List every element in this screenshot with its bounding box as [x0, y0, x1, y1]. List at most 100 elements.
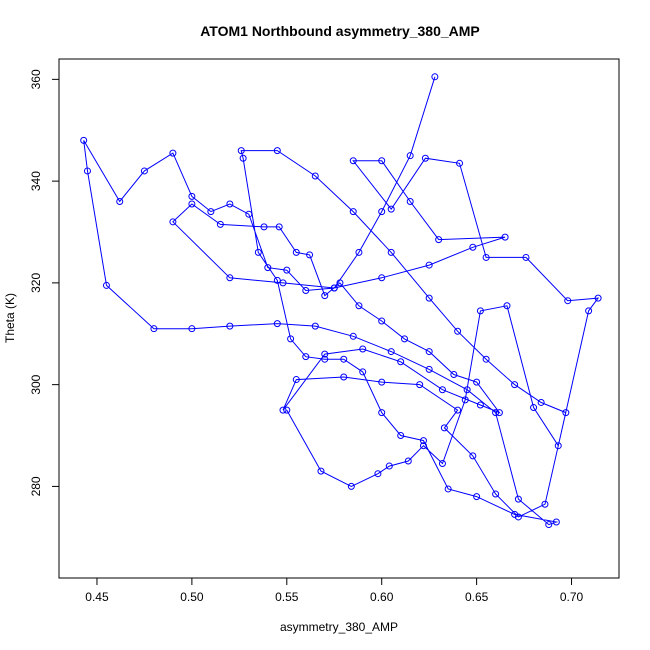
- data-point: [469, 243, 477, 251]
- x-tick-label: 0.70: [560, 590, 584, 604]
- data-point: [207, 208, 215, 216]
- data-point: [347, 482, 355, 490]
- data-point: [438, 386, 446, 394]
- y-tick-label: 280: [29, 476, 43, 496]
- data-point: [340, 373, 348, 381]
- data-point: [387, 348, 395, 356]
- data-point: [321, 355, 329, 363]
- data-point: [254, 248, 262, 256]
- data-point: [537, 398, 545, 406]
- data-point: [541, 500, 549, 508]
- data-point: [330, 284, 338, 292]
- data-point: [406, 152, 414, 160]
- data-point: [514, 513, 522, 521]
- data-point: [492, 409, 500, 417]
- data-point: [116, 197, 124, 205]
- data-point: [503, 302, 511, 310]
- data-point: [273, 276, 281, 284]
- data-point: [564, 297, 572, 305]
- data-point: [425, 261, 433, 269]
- data-point: [355, 302, 363, 310]
- data-point: [349, 157, 357, 165]
- x-axis: 0.45 0.50 0.55 0.60 0.65 0.70: [85, 577, 584, 604]
- data-point: [562, 409, 570, 417]
- data-point: [440, 424, 448, 432]
- data-point: [482, 253, 490, 261]
- data-point: [275, 223, 283, 231]
- data-point: [514, 495, 522, 503]
- data-point: [552, 518, 560, 526]
- data-point: [385, 462, 393, 470]
- data-point: [321, 292, 329, 300]
- data-point: [400, 335, 408, 343]
- data-point: [336, 279, 344, 287]
- x-axis-label: asymmetry_380_AMP: [280, 620, 398, 634]
- data-point: [374, 470, 382, 478]
- data-point: [188, 192, 196, 200]
- data-point: [150, 325, 158, 333]
- data-point: [522, 253, 530, 261]
- data-point: [287, 335, 295, 343]
- data-point: [444, 485, 452, 493]
- data-point: [283, 406, 291, 414]
- data-point: [340, 355, 348, 363]
- data-point: [283, 266, 291, 274]
- series-layer: [80, 73, 602, 529]
- data-point: [492, 490, 500, 498]
- data-point: [292, 248, 300, 256]
- data-point: [406, 197, 414, 205]
- data-point: [302, 353, 310, 361]
- data-point: [237, 147, 245, 155]
- x-tick-label: 0.65: [465, 590, 489, 604]
- data-point: [404, 457, 412, 465]
- data-point: [495, 409, 503, 417]
- x-tick-label: 0.50: [180, 590, 204, 604]
- data-point: [378, 409, 386, 417]
- data-point: [463, 386, 471, 394]
- y-tick-label: 340: [29, 171, 43, 191]
- data-point: [359, 368, 367, 376]
- data-point: [450, 370, 458, 378]
- x-tick-label: 0.55: [275, 590, 299, 604]
- y-tick-label: 320: [29, 273, 43, 293]
- data-point: [169, 218, 177, 226]
- data-point: [419, 442, 427, 450]
- data-point: [188, 200, 196, 208]
- x-tick-label: 0.60: [370, 590, 394, 604]
- data-point: [425, 365, 433, 373]
- y-axis: 280 300 320 340 360: [29, 69, 60, 496]
- data-point: [273, 147, 281, 155]
- data-point: [425, 294, 433, 302]
- chart-title: ATOM1 Northbound asymmetry_380_AMP: [200, 23, 480, 39]
- data-point: [476, 401, 484, 409]
- data-point: [279, 406, 287, 414]
- data-point: [349, 332, 357, 340]
- data-point: [473, 378, 481, 386]
- data-point: [239, 154, 247, 162]
- data-point: [349, 208, 357, 216]
- data-point: [511, 381, 519, 389]
- data-point: [302, 287, 310, 295]
- data-point: [292, 376, 300, 384]
- data-point: [311, 322, 319, 330]
- data-point: [140, 167, 148, 175]
- data-point: [80, 136, 88, 144]
- data-point: [435, 236, 443, 244]
- data-point: [279, 279, 287, 287]
- data-point: [83, 167, 91, 175]
- y-axis-label: Theta (K): [3, 293, 17, 343]
- data-point: [226, 322, 234, 330]
- data-point: [378, 378, 386, 386]
- data-point: [482, 355, 490, 363]
- data-point: [245, 210, 253, 218]
- data-point: [419, 437, 427, 445]
- data-point: [378, 274, 386, 282]
- data-point: [501, 233, 509, 241]
- data-point: [425, 348, 433, 356]
- data-point: [454, 327, 462, 335]
- data-point: [594, 294, 602, 302]
- series-line: [83, 76, 600, 526]
- data-point: [416, 381, 424, 389]
- data-point: [306, 251, 314, 259]
